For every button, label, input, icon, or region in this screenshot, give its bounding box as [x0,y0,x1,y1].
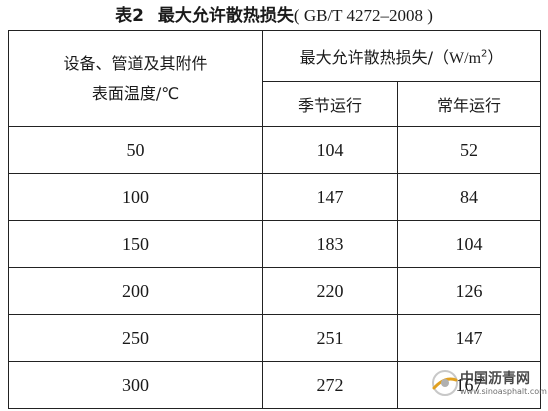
seasonal-cell: 220 [262,267,398,315]
header-seasonal-operation: 季节运行 [262,81,398,127]
temperature-cell: 250 [8,314,263,362]
table-row: 50 104 52 [8,126,542,174]
seasonal-cell: 147 [262,173,398,221]
table-row: 300 272 167 [8,361,542,409]
temperature-cell: 100 [8,173,263,221]
seasonal-cell: 183 [262,220,398,268]
header-surface-temperature: 设备、管道及其附件 表面温度/℃ [8,30,263,127]
year-round-cell: 52 [396,126,542,174]
header-right-unit: W/m [449,50,482,67]
standard-reference: ( GB/T 4272–2008 ) [293,6,433,25]
header-right-unit-exponent: 2 [481,48,488,60]
table-row: 150 183 104 [8,220,542,268]
table-title: 最大允许散热损失 [157,6,294,26]
heat-loss-table: 设备、管道及其附件 表面温度/℃ 最大允许散热损失/（W/m2） 季节运行 常年… [8,30,542,409]
year-round-cell: 147 [396,314,542,362]
temperature-cell: 150 [8,220,263,268]
table-row: 100 147 84 [8,173,542,221]
header-left-line2: 表面温度/℃ [91,83,180,103]
year-round-cell: 167 [396,361,542,409]
header-max-heat-loss: 最大允许散热损失/（W/m2） [261,30,542,82]
temperature-cell: 50 [8,126,263,174]
temperature-cell: 300 [8,361,263,409]
table-row: 250 251 147 [8,314,542,362]
table-row: 200 220 126 [8,267,542,315]
table-number: 表2 [115,6,144,26]
seasonal-cell: 272 [262,361,398,409]
year-round-cell: 104 [396,220,542,268]
header-right-close: ） [487,48,504,67]
seasonal-cell: 104 [262,126,398,174]
header-right-label: 最大允许散热损失/（ [299,48,450,67]
temperature-cell: 200 [8,267,263,315]
year-round-cell: 84 [396,173,542,221]
header-left-line1: 设备、管道及其附件 [63,53,208,73]
year-round-cell: 126 [396,267,542,315]
header-year-round-operation: 常年运行 [396,81,542,127]
seasonal-cell: 251 [262,314,398,362]
table-caption: 表2 最大允许散热损失( GB/T 4272–2008 ) [0,4,548,28]
